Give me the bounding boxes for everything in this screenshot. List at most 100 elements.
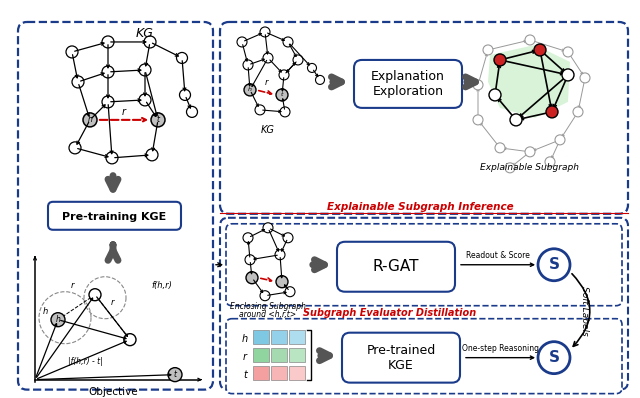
Circle shape	[545, 157, 555, 167]
Circle shape	[276, 276, 288, 288]
Circle shape	[243, 233, 253, 243]
Circle shape	[525, 35, 535, 45]
Circle shape	[144, 36, 156, 48]
Circle shape	[285, 287, 295, 297]
Circle shape	[580, 73, 590, 83]
Circle shape	[307, 63, 317, 72]
FancyBboxPatch shape	[289, 366, 305, 380]
Circle shape	[263, 223, 273, 233]
Text: KG: KG	[136, 27, 154, 41]
Circle shape	[237, 37, 247, 47]
FancyBboxPatch shape	[253, 366, 269, 380]
Text: t: t	[173, 370, 177, 379]
Circle shape	[72, 76, 84, 88]
Circle shape	[280, 107, 290, 117]
FancyBboxPatch shape	[271, 366, 287, 380]
Text: t: t	[157, 115, 159, 125]
Text: |f(h,r) - t|: |f(h,r) - t|	[68, 357, 102, 366]
FancyBboxPatch shape	[342, 333, 460, 382]
Circle shape	[89, 289, 101, 301]
FancyBboxPatch shape	[271, 348, 287, 362]
Circle shape	[279, 70, 289, 80]
Circle shape	[245, 255, 255, 265]
Circle shape	[534, 44, 546, 56]
Circle shape	[276, 89, 288, 101]
Circle shape	[102, 96, 114, 108]
Circle shape	[316, 76, 324, 84]
Circle shape	[168, 368, 182, 382]
Text: r: r	[110, 298, 114, 307]
Circle shape	[555, 135, 565, 145]
Circle shape	[151, 113, 165, 127]
FancyBboxPatch shape	[18, 22, 213, 390]
Text: Explanation
Exploration: Explanation Exploration	[371, 70, 445, 98]
Text: Readout & Score: Readout & Score	[466, 251, 530, 260]
Circle shape	[562, 69, 574, 81]
Text: Explainable Subgraph Inference: Explainable Subgraph Inference	[326, 202, 513, 212]
Text: t: t	[281, 92, 284, 98]
Text: h: h	[248, 88, 252, 92]
Text: Subgraph Evaluator Distillation: Subgraph Evaluator Distillation	[303, 308, 477, 318]
Circle shape	[473, 115, 483, 125]
FancyBboxPatch shape	[226, 319, 622, 394]
FancyBboxPatch shape	[220, 22, 628, 214]
Circle shape	[538, 249, 570, 281]
Text: Pre-trained
KGE: Pre-trained KGE	[366, 343, 436, 372]
Circle shape	[255, 105, 265, 115]
Circle shape	[283, 233, 293, 243]
Circle shape	[538, 341, 570, 374]
Circle shape	[106, 152, 118, 164]
FancyBboxPatch shape	[220, 218, 628, 390]
Circle shape	[139, 64, 151, 76]
Text: Objective: Objective	[88, 386, 138, 397]
Polygon shape	[488, 45, 570, 118]
Circle shape	[510, 114, 522, 126]
FancyBboxPatch shape	[271, 330, 287, 343]
Text: KG: KG	[261, 125, 275, 135]
Text: One-step Reasoning: One-step Reasoning	[461, 344, 538, 353]
Text: S: S	[548, 257, 559, 272]
Text: h: h	[56, 315, 60, 324]
Circle shape	[283, 37, 293, 47]
Text: around <h,r,t>: around <h,r,t>	[239, 310, 296, 319]
Text: h: h	[242, 334, 248, 344]
Circle shape	[179, 90, 191, 100]
Circle shape	[66, 46, 78, 58]
Circle shape	[263, 53, 273, 63]
Circle shape	[177, 53, 188, 63]
FancyBboxPatch shape	[253, 348, 269, 362]
Circle shape	[275, 250, 285, 260]
FancyBboxPatch shape	[253, 330, 269, 343]
Circle shape	[102, 36, 114, 48]
Text: t: t	[243, 370, 247, 380]
Circle shape	[546, 106, 558, 118]
Text: Soft Labels: Soft Labels	[580, 286, 589, 336]
Text: r: r	[122, 107, 126, 117]
Circle shape	[243, 60, 253, 70]
Text: h: h	[42, 307, 47, 316]
Circle shape	[146, 149, 158, 161]
Circle shape	[563, 47, 573, 57]
Circle shape	[83, 113, 97, 127]
Circle shape	[246, 272, 258, 284]
Circle shape	[293, 55, 303, 65]
Circle shape	[124, 334, 136, 346]
FancyBboxPatch shape	[48, 202, 181, 230]
Circle shape	[260, 291, 270, 301]
Circle shape	[244, 84, 256, 96]
Text: f(h,r): f(h,r)	[152, 281, 172, 290]
Text: r: r	[243, 352, 247, 362]
Circle shape	[139, 94, 151, 106]
FancyBboxPatch shape	[354, 60, 462, 108]
Circle shape	[525, 147, 535, 157]
Circle shape	[102, 66, 114, 78]
Circle shape	[489, 89, 501, 101]
Text: h: h	[88, 115, 92, 125]
Circle shape	[260, 27, 270, 37]
Circle shape	[505, 163, 515, 173]
FancyBboxPatch shape	[289, 348, 305, 362]
Circle shape	[473, 80, 483, 90]
Text: S: S	[548, 350, 559, 365]
Circle shape	[186, 106, 198, 117]
FancyBboxPatch shape	[289, 330, 305, 343]
